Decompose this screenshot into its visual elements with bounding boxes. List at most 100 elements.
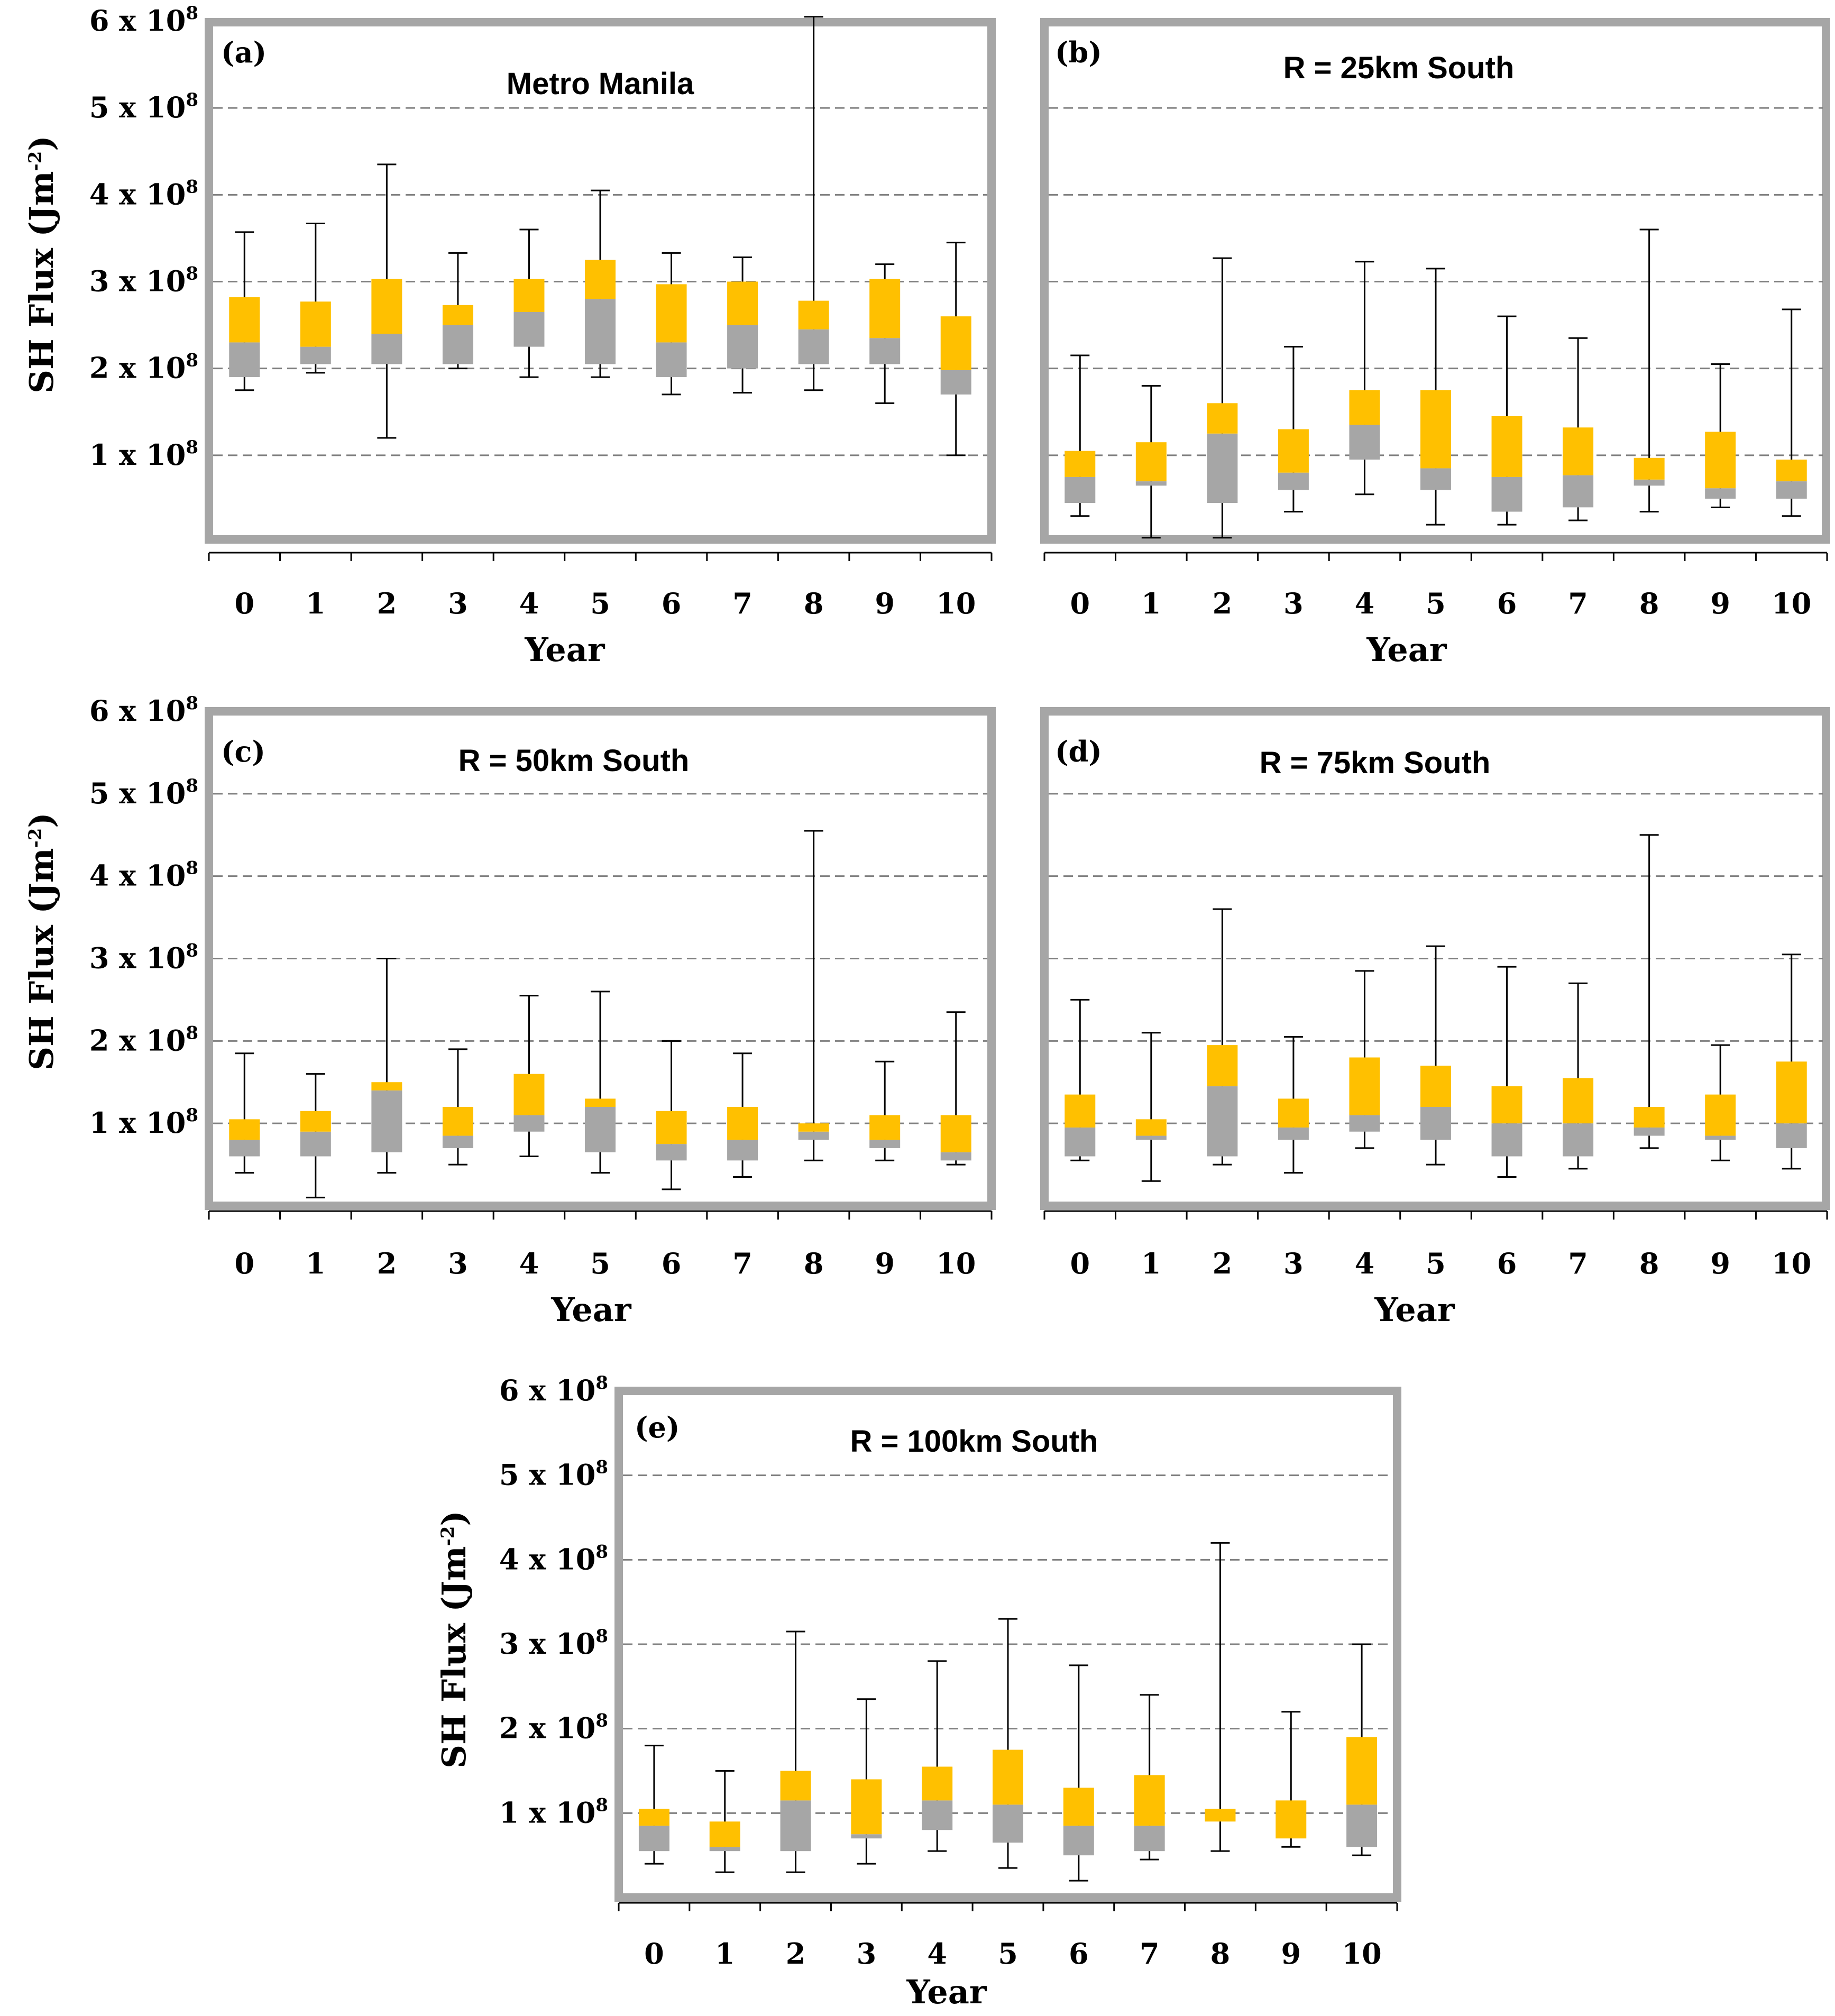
panel-a-ylabel: SH Flux (Jm-2) (22, 135, 61, 393)
panel-b-box-lower (1065, 476, 1096, 503)
panel-d-box-lower (1705, 1135, 1736, 1140)
panel-e-x-tick-label: 3 (857, 1937, 877, 1971)
panel-a-y-tick-label: 4 x 108 (89, 176, 198, 211)
panel-e-box-lower (1134, 1826, 1165, 1852)
panel-e-x-tick-label: 9 (1281, 1937, 1301, 1971)
panel-a-frame (205, 18, 996, 544)
panel-a-box-upper (229, 297, 260, 343)
panel-d: 0 1 2 3 4 5 6 7 8 9 10 (d) R = 75km South Year (1040, 707, 1830, 1329)
panel-e-x-tick-label: 6 (1069, 1937, 1089, 1971)
panel-a-box-upper (727, 281, 758, 325)
panel-e-label: (e) (635, 1410, 680, 1444)
panel-b-xlabel: Year (1366, 630, 1447, 669)
panel-a-x-tick-label: 4 (519, 587, 539, 620)
panel-b-frame (1040, 18, 1830, 544)
panel-b-box-upper (1349, 390, 1380, 425)
panel-d-x-tick-label: 10 (1772, 1247, 1811, 1280)
panel-b-x-tick-label: 2 (1213, 587, 1233, 620)
panel-b-box-upper (1420, 390, 1451, 469)
panel-d-box-lower (1634, 1127, 1665, 1136)
panel-e-x-tick-label: 4 (927, 1937, 947, 1971)
panel-e-box-upper (1346, 1737, 1378, 1805)
panel-a-box-upper (798, 300, 829, 329)
panel-e-frame (614, 1387, 1401, 1902)
panel-a-box-lower (513, 311, 545, 347)
panel-e-box-upper (638, 1809, 669, 1826)
panel-c-x-tick-label: 0 (234, 1247, 254, 1280)
panel-d-x-tick-label: 2 (1213, 1247, 1233, 1280)
panel-c-box-lower (869, 1140, 901, 1148)
panel-c-xlabel: Year (550, 1290, 631, 1329)
panel-c-box-lower (585, 1107, 616, 1152)
panel-b-box-upper (1278, 429, 1309, 473)
panel-a-xlabel: Year (524, 630, 605, 669)
panel-e-x-tick-label: 1 (715, 1937, 735, 1971)
panel-b-x-tick-label: 7 (1568, 587, 1588, 620)
panel-d-box-upper (1065, 1094, 1096, 1128)
panel-e-box-upper (922, 1766, 953, 1801)
panel-b-box-lower (1491, 476, 1522, 512)
panel-b-x-tick-label: 1 (1141, 587, 1161, 620)
panel-c-label: (c) (221, 735, 265, 768)
panel-b-x-tick-label: 0 (1070, 587, 1090, 620)
panel-d-box-upper (1705, 1094, 1736, 1136)
panel-c-box-lower (656, 1144, 687, 1161)
panel-e-title: R = 100km South (850, 1424, 1098, 1459)
panel-d-xlabel: Year (1374, 1290, 1455, 1329)
panel-d-x-tick-label: 8 (1639, 1247, 1659, 1280)
panel-a: 1 x 108 2 x 108 3 x 108 4 x 108 5 x 108 6 x 1… (22, 3, 996, 669)
panel-c-box-upper (940, 1115, 971, 1152)
panel-c-y-tick-label: 3 x 108 (89, 940, 198, 975)
panel-b-plot: 0 1 2 3 4 5 6 7 8 9 10 (1043, 107, 1828, 620)
panel-a-box-lower (727, 325, 758, 369)
panel-c-box-lower (798, 1131, 829, 1140)
panel-d-box-upper (1349, 1057, 1380, 1115)
panel-d-title: R = 75km South (1260, 746, 1491, 780)
panel-e-box-lower (922, 1800, 953, 1830)
panel-a-x-tick-label: 6 (662, 587, 682, 620)
panel-a-title: Metro Manila (507, 67, 694, 101)
panel-d-box-lower (1135, 1135, 1167, 1140)
panel-c-x-tick-label: 7 (732, 1247, 753, 1280)
panel-a-box-lower (656, 342, 687, 378)
panel-b-box-lower (1278, 472, 1309, 490)
panel-e-x-tick-label: 0 (644, 1937, 664, 1971)
panel-b-x-tick-label: 8 (1639, 587, 1659, 620)
panel-a-box-upper (940, 316, 971, 370)
panel-b-box-lower (1776, 481, 1807, 499)
panel-a-y-tick-label: 6 x 108 (89, 3, 198, 38)
panel-c-box-upper (656, 1111, 687, 1144)
panel-e-box-upper (1063, 1788, 1094, 1826)
panel-d-frame (1040, 707, 1830, 1210)
panel-b-box-upper (1065, 451, 1096, 477)
panel-d-x-tick-label: 1 (1141, 1247, 1161, 1280)
panel-c-x-tick-label: 3 (448, 1247, 468, 1280)
panel-d-box-lower (1563, 1123, 1594, 1157)
panel-a-box-upper (513, 279, 545, 312)
panel-a-box-lower (798, 329, 829, 364)
panel-b-x-tick-label: 6 (1497, 587, 1517, 620)
panel-c-box-lower (442, 1135, 473, 1148)
panel-d-box-upper (1278, 1098, 1309, 1128)
panel-b-x-tick-label: 3 (1283, 587, 1304, 620)
panel-a-box-lower (371, 334, 402, 364)
panel-d-box-upper (1420, 1066, 1451, 1107)
panel-a-box-lower (585, 299, 616, 364)
panel-a-x-tick-label: 0 (234, 587, 254, 620)
panel-e-y-tick-label: 4 x 108 (499, 1541, 608, 1576)
panel-c-plot: 1 x 108 2 x 108 3 x 108 4 x 108 5 x 108 6 x 1… (89, 693, 993, 1280)
panel-c-box-lower (513, 1115, 545, 1132)
panel-b-x-tick-label: 4 (1355, 587, 1375, 620)
panel-d-x-tick-label: 6 (1497, 1247, 1517, 1280)
panel-d-box-lower (1776, 1123, 1807, 1148)
panel-c-x-tick-label: 5 (590, 1247, 610, 1280)
panel-c: 1 x 108 2 x 108 3 x 108 4 x 108 5 x 108 6 x 1… (22, 693, 996, 1329)
panel-c-y-tick-label: 1 x 108 (89, 1105, 198, 1140)
panel-c-y-tick-label: 4 x 108 (89, 858, 198, 893)
panel-a-box-upper (585, 260, 616, 299)
panel-c-box-upper (513, 1074, 545, 1115)
panel-d-x-tick-label: 0 (1070, 1247, 1090, 1280)
panel-d-box-lower (1420, 1107, 1451, 1140)
panel-d-box-upper (1207, 1045, 1238, 1087)
panel-e-box-upper (709, 1821, 740, 1847)
